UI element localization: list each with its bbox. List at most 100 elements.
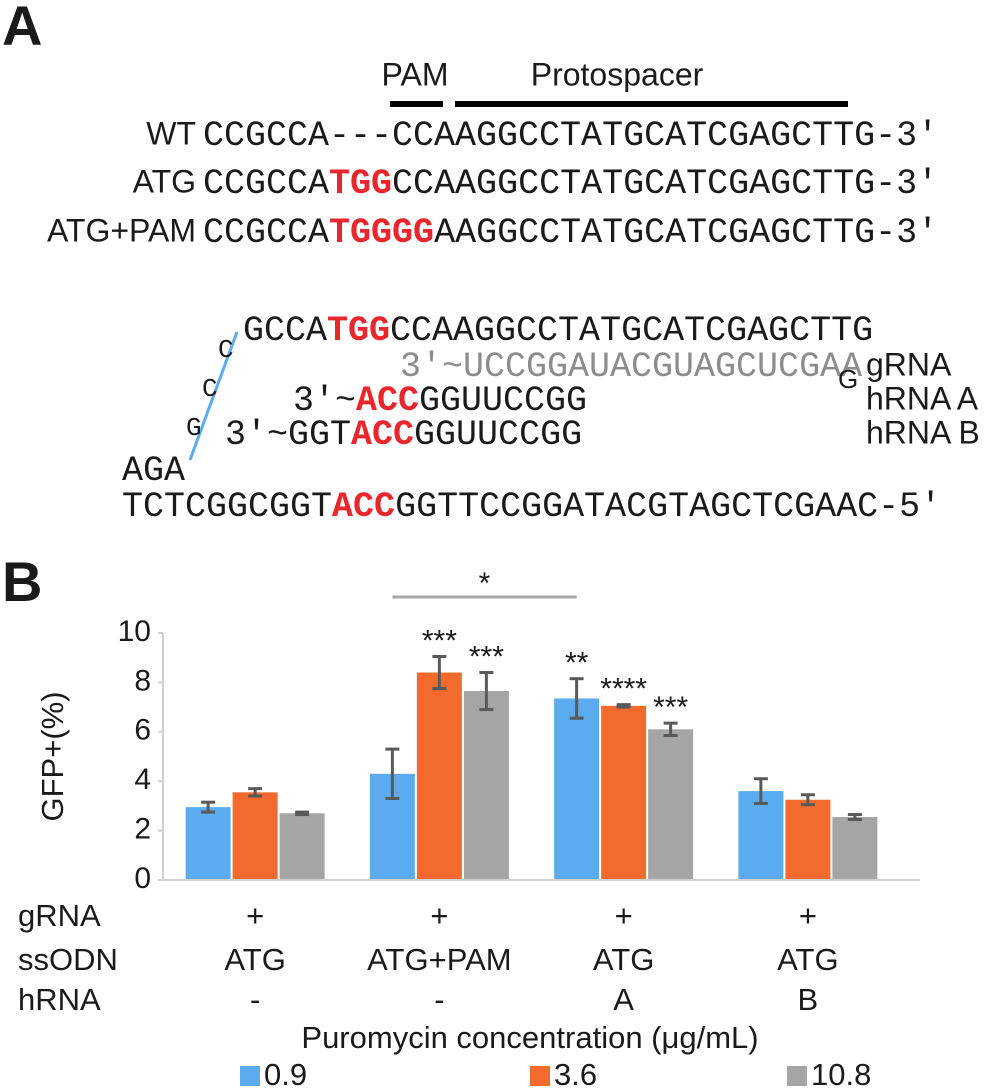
error-bar <box>800 793 815 807</box>
sequence-segment: AAGGCCTATGCATCGAGCTTG-3′ <box>434 213 938 253</box>
x-tick-label: ATG <box>777 942 838 977</box>
significance: *** <box>422 624 457 657</box>
error-bar <box>295 810 310 817</box>
error-bar <box>847 813 862 821</box>
sequence-segment: GGUUCCGG <box>419 381 587 421</box>
sequence: CCGCCATGGGGAAGGCCTATGCATCGAGCTTG-3′ <box>203 213 938 253</box>
sequence-segment: 3′~ <box>293 381 356 421</box>
significance: * <box>479 567 491 600</box>
significance: *** <box>653 691 688 724</box>
bar <box>185 807 231 880</box>
row-label: gRNA <box>18 898 101 933</box>
y-axis-label: GFP+(%) <box>35 691 70 821</box>
sequence-segment: ACC <box>351 415 414 455</box>
bar <box>738 791 784 880</box>
y-tick-label: 10 <box>118 615 151 648</box>
significance: **** <box>600 673 647 706</box>
error-bar <box>569 677 584 720</box>
x-tick-label: A <box>613 982 634 1017</box>
sequence-segment: GGTTCCGGATACGTAGCTCGAAC-5′ <box>395 487 941 527</box>
row-label: WT <box>146 115 196 151</box>
legend-swatch <box>240 1066 260 1086</box>
sequence: 3′~GGTACCGGUUCCGG <box>225 415 582 455</box>
bar <box>554 698 600 880</box>
panel-label: A <box>2 0 42 57</box>
panel-label: B <box>2 550 42 613</box>
bar <box>785 799 831 880</box>
strand-label: hRNA A <box>866 380 979 416</box>
x-tick-label: ATG <box>224 942 285 977</box>
x-tick-label: ATG+PAM <box>367 942 511 977</box>
sequence: CCGCCA---CCAAGGCCTATGCATCGAGCTTG-3′ <box>203 116 938 156</box>
bar <box>832 817 878 880</box>
strand-tail: G <box>838 364 858 394</box>
sequence-segment: 3′~UCCGGAUACGUAGCUCGAA <box>400 347 862 387</box>
sequence-segment: CCGCCA---CCAAGGCCTATGCATCGAGCTTG-3′ <box>203 116 938 156</box>
sequence-segment: 3′~GGT <box>225 415 351 455</box>
error-bar <box>479 671 494 712</box>
sequence-segment: TCTCGGCGGT <box>122 487 332 527</box>
x-tick-label: + <box>615 898 633 933</box>
y-tick-label: 0 <box>134 862 151 895</box>
legend-title: Puromycin concentration (μg/mL) <box>301 1020 758 1055</box>
sequence-segment: ACC <box>332 487 395 527</box>
sequence-segment: CCAAGGCCTATGCATCGAGCTTG-3′ <box>392 164 938 204</box>
sequence: 3′~UCCGGAUACGUAGCUCGAA <box>400 347 862 387</box>
sequence: 3′~ACCGGUUCCGG <box>293 381 587 421</box>
sequence-segment: TGG <box>327 311 390 351</box>
sequence-segment: GCCA <box>243 311 327 351</box>
y-tick-label: 6 <box>134 714 151 747</box>
loop-line <box>188 331 239 461</box>
error-bar <box>616 703 631 709</box>
y-tick-label: 4 <box>134 763 151 796</box>
sequence: AGA <box>122 451 185 491</box>
loop-base: G <box>186 413 202 443</box>
bar <box>601 705 647 880</box>
x-tick-label: + <box>246 898 264 933</box>
bar <box>416 672 462 880</box>
error-bar <box>248 787 263 798</box>
sequence: TCTCGGCGGTACCGGTTCCGGATACGTAGCTCGAAC-5′ <box>122 487 941 527</box>
legend-label: 10.8 <box>811 1057 871 1091</box>
sequence-segment: CCGCCA <box>203 213 329 253</box>
strand-label: gRNA <box>866 346 952 382</box>
error-bar <box>753 777 768 805</box>
strand-label: hRNA B <box>866 414 980 450</box>
x-tick-label: - <box>250 982 260 1017</box>
sequence-segment: CCGCCA <box>203 164 329 204</box>
sequence: CCGCCATGGCCAAGGCCTATGCATCGAGCTTG-3′ <box>203 164 938 204</box>
row-label: ATG+PAM <box>47 212 196 248</box>
pam-label: PAM <box>382 56 449 92</box>
sequence-segment: GGUUCCGG <box>414 415 582 455</box>
significance: ** <box>565 647 589 680</box>
bar <box>463 691 509 880</box>
significance: *** <box>469 640 504 673</box>
bar <box>648 729 694 880</box>
protospacer-label: Protospacer <box>531 56 704 92</box>
sequence-segment: TGG <box>329 164 392 204</box>
error-bar <box>201 800 216 814</box>
legend-label: 3.6 <box>554 1057 597 1091</box>
error-bar <box>663 721 678 738</box>
sequence-segment: TGGGG <box>329 213 434 253</box>
legend-swatch <box>530 1066 550 1086</box>
x-tick-label: - <box>434 982 444 1017</box>
bar <box>232 792 278 880</box>
sequence: GCCATGGCCAAGGCCTATGCATCGAGCTTG <box>243 311 873 351</box>
row-label: ATG <box>133 163 196 199</box>
row-label: hRNA <box>18 982 101 1017</box>
y-tick-label: 2 <box>134 813 151 846</box>
error-bar <box>385 747 400 800</box>
bar <box>279 813 325 880</box>
error-bar <box>432 654 447 691</box>
x-tick-label: + <box>430 898 448 933</box>
legend-label: 0.9 <box>264 1057 307 1091</box>
row-label: ssODN <box>18 942 118 977</box>
sequence-segment: CCAAGGCCTATGCATCGAGCTTG <box>390 311 873 351</box>
legend-swatch <box>787 1066 807 1086</box>
loop-base: C <box>202 374 218 404</box>
sequence-segment: AGA <box>122 451 185 491</box>
y-tick-label: 8 <box>134 664 151 697</box>
sequence-segment: ACC <box>356 381 419 421</box>
